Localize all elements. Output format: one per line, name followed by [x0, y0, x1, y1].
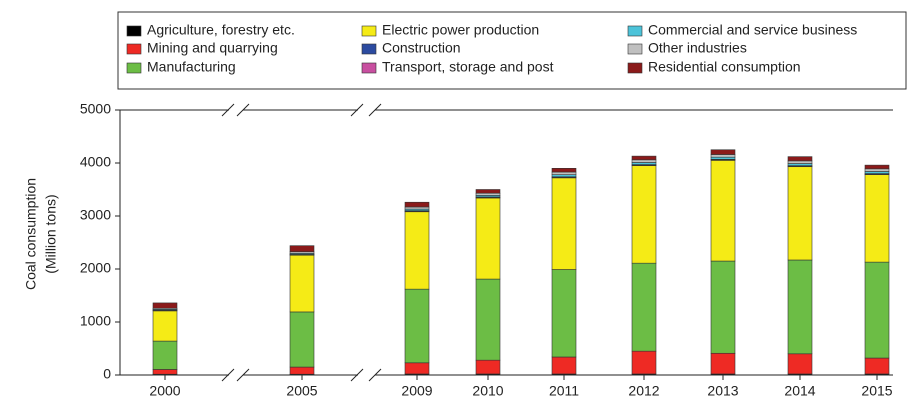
- legend-label: Other industries: [648, 40, 747, 56]
- bar-segment: [552, 178, 576, 270]
- legend-swatch: [362, 44, 376, 54]
- bar-segment: [476, 193, 500, 195]
- bar-segment: [788, 354, 812, 374]
- bar-segment: [865, 262, 889, 358]
- bar-segment: [788, 167, 812, 260]
- bar-segment: [153, 369, 177, 374]
- legend-label: Manufacturing: [147, 59, 236, 75]
- bar-segment: [711, 157, 735, 159]
- legend-swatch: [628, 26, 642, 36]
- x-tick-label: 2009: [401, 383, 432, 399]
- bar-segment: [405, 363, 429, 374]
- bar-segment: [476, 198, 500, 279]
- bar-segment: [476, 190, 500, 194]
- x-tick-label: 2013: [707, 383, 738, 399]
- legend-label: Construction: [382, 40, 461, 56]
- legend-label: Electric power production: [382, 22, 539, 38]
- y-axis-label: (Million tons): [43, 194, 59, 273]
- bar-segment: [290, 312, 314, 367]
- y-tick-label: 4000: [80, 154, 111, 170]
- y-axis-label: Coal consumption: [23, 178, 39, 290]
- legend-label: Commercial and service business: [648, 22, 857, 38]
- legend-swatch: [628, 44, 642, 54]
- x-tick-label: 2000: [149, 383, 180, 399]
- bar-segment: [632, 351, 656, 374]
- bar-segment: [153, 341, 177, 369]
- bar-segment: [788, 161, 812, 164]
- bar-segment: [711, 150, 735, 155]
- bar-segment: [153, 311, 177, 341]
- bar-segment: [552, 175, 576, 177]
- bar-segment: [632, 156, 656, 160]
- axis-frame: [120, 104, 893, 381]
- bar-segment: [788, 164, 812, 166]
- bar-segment: [552, 168, 576, 172]
- x-tick-label: 2011: [549, 383, 579, 399]
- bar-segment: [865, 171, 889, 173]
- bar-segment: [405, 289, 429, 363]
- legend-label: Agriculture, forestry etc.: [147, 22, 295, 38]
- bar-segment: [476, 360, 500, 374]
- bar-segment: [405, 207, 429, 209]
- y-tick-label: 3000: [80, 207, 111, 223]
- bar-segment: [552, 357, 576, 374]
- bar-segment: [290, 246, 314, 252]
- x-tick-label: 2010: [472, 383, 503, 399]
- y-tick-label: 1000: [80, 313, 111, 329]
- bar-segment: [552, 270, 576, 357]
- bar-segment: [711, 261, 735, 353]
- bar-segment: [865, 169, 889, 172]
- bar-segment: [788, 260, 812, 354]
- bar-segment: [405, 212, 429, 289]
- x-tick-label: 2012: [628, 383, 659, 399]
- bar-segment: [788, 157, 812, 161]
- bar-segment: [290, 255, 314, 312]
- bar-segment: [632, 162, 656, 164]
- bar-segment: [711, 353, 735, 374]
- bar-segment: [632, 166, 656, 264]
- x-tick-label: 2005: [286, 383, 317, 399]
- x-tick-label: 2015: [861, 383, 892, 399]
- legend-swatch: [628, 63, 642, 73]
- legend-label: Mining and quarrying: [147, 40, 278, 56]
- y-tick-label: 0: [103, 366, 111, 382]
- bar-segment: [290, 367, 314, 374]
- legend-swatch: [127, 63, 141, 73]
- legend-swatch: [127, 26, 141, 36]
- bar-segment: [405, 202, 429, 207]
- bar-segment: [632, 263, 656, 351]
- y-tick-label: 2000: [80, 260, 111, 276]
- legend-label: Residential consumption: [648, 59, 801, 75]
- bar-segment: [552, 172, 576, 175]
- legend-swatch: [127, 44, 141, 54]
- bar-segment: [865, 358, 889, 374]
- bar-segment: [711, 155, 735, 158]
- legend-swatch: [362, 63, 376, 73]
- bar-segment: [865, 165, 889, 169]
- y-tick-label: 5000: [80, 101, 111, 117]
- legend-swatch: [362, 26, 376, 36]
- x-tick-label: 2014: [784, 383, 815, 399]
- bar-segment: [865, 175, 889, 262]
- legend-label: Transport, storage and post: [382, 59, 554, 75]
- bar-segment: [632, 160, 656, 163]
- bar-segment: [153, 303, 177, 308]
- bar-segment: [476, 279, 500, 360]
- bar-segment: [711, 160, 735, 261]
